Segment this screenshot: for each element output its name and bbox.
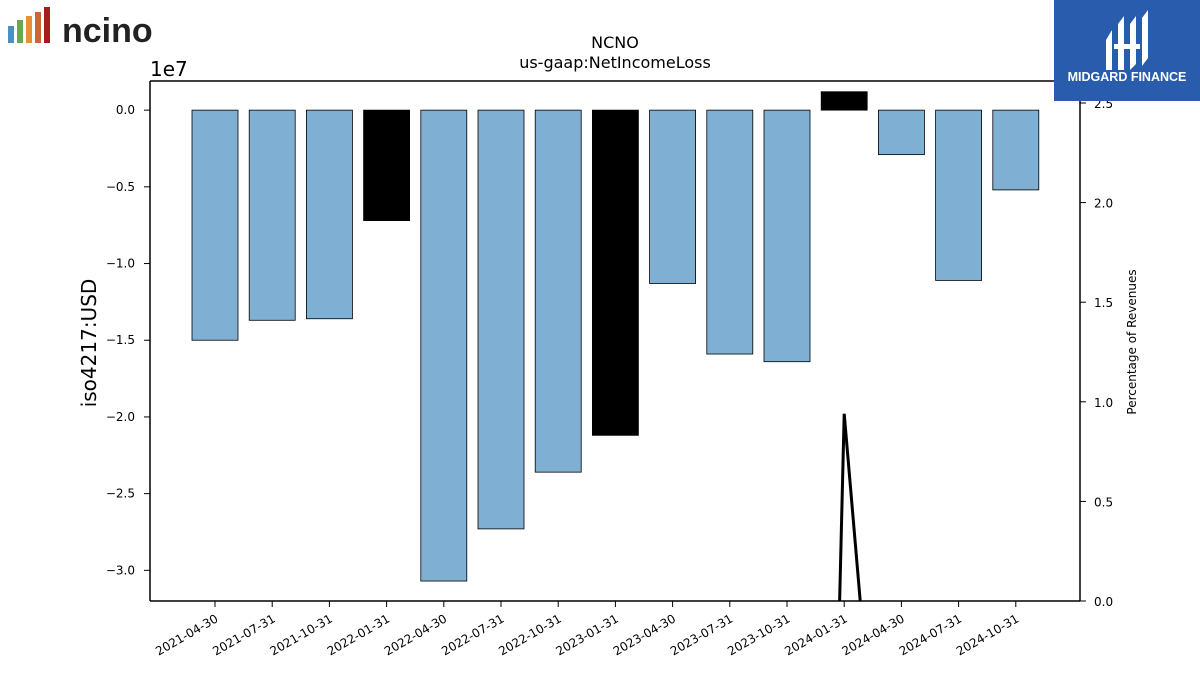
- x-tick-label: 2022-01-31: [325, 611, 392, 658]
- bar-2022-07-31: [477, 109, 525, 530]
- bar-2023-01-31: [592, 109, 639, 436]
- ncino-logo-bar: [8, 26, 14, 43]
- x-tick-label: 2021-10-31: [267, 611, 334, 658]
- y-tick-label: −1.5: [106, 333, 135, 347]
- y2-tick-label: 0.0: [1094, 595, 1113, 609]
- x-tick-label: 2024-04-30: [839, 611, 906, 658]
- x-ticks-group: 2021-04-302021-07-312021-10-312022-01-31…: [153, 601, 1021, 658]
- chart-subtitle: us-gaap:NetIncomeLoss: [519, 53, 711, 72]
- x-tick-label: 2023-10-31: [725, 611, 792, 658]
- chart-title: NCNO: [591, 33, 639, 52]
- y-tick-label: −1.0: [106, 257, 135, 271]
- y-tick-label: −2.5: [106, 487, 135, 501]
- x-tick-label: 2021-07-31: [210, 611, 277, 658]
- x-tick-label: 2023-04-30: [611, 611, 678, 658]
- y-ticks-group: 0.0 −0.5 −1.0 −1.5 −2.0 −2.5 −3.0: [106, 103, 150, 577]
- y2-tick-label: 1.0: [1094, 396, 1113, 410]
- bar-2022-04-30: [420, 109, 468, 582]
- ncino-logo-bar: [44, 7, 50, 43]
- bar-2024-01-31: [820, 91, 868, 111]
- bar-2021-10-31: [305, 109, 353, 320]
- y-axis-label: iso4217:USD: [77, 279, 101, 408]
- x-tick-label: 2024-10-31: [954, 611, 1021, 658]
- bar-2024-10-31: [992, 109, 1040, 191]
- ncino-logo: ncino: [8, 7, 153, 46]
- ncino-logo-bar: [35, 12, 41, 43]
- ncino-logo-text: ncino: [62, 12, 153, 46]
- y-tick-label: −0.5: [106, 180, 135, 194]
- bar-2024-07-31: [935, 109, 982, 281]
- bar-2022-01-31: [363, 109, 411, 221]
- ncino-logo-bar: [17, 20, 23, 43]
- ncino-logo-bar: [26, 16, 32, 43]
- bar-group: [191, 91, 1040, 582]
- bar-2023-10-31: [763, 109, 811, 363]
- y2-ticks-group: 0.00.51.01.52.02.5: [1080, 97, 1113, 609]
- y2-axis-label: Percentage of Revenues: [1125, 269, 1139, 414]
- axes-group: [149, 80, 1081, 602]
- bar-2021-04-30: [191, 109, 239, 341]
- x-tick-label: 2023-07-31: [668, 611, 735, 658]
- x-tick-label: 2021-04-30: [153, 611, 220, 658]
- y2-tick-label: 0.5: [1094, 495, 1113, 509]
- y2-tick-label: 1.5: [1094, 296, 1113, 310]
- x-tick-label: 2022-10-31: [496, 611, 563, 658]
- y-axis-offset-label: 1e7: [150, 57, 188, 81]
- x-tick-label: 2022-04-30: [382, 611, 449, 658]
- midgard-logo-text: MIDGARD FINANCE: [1068, 70, 1187, 84]
- line-group: [838, 413, 862, 602]
- x-tick-label: 2024-07-31: [897, 611, 964, 658]
- bar-2022-10-31: [534, 109, 582, 473]
- x-tick-label: 2024-01-31: [782, 611, 849, 658]
- percentage-line: [838, 413, 862, 602]
- y-tick-label: 0.0: [116, 103, 135, 117]
- y2-tick-label: 2.0: [1094, 197, 1113, 211]
- x-tick-label: 2022-07-31: [439, 611, 506, 658]
- x-tick-label: 2023-01-31: [553, 611, 620, 658]
- y-tick-label: −3.0: [106, 563, 135, 577]
- y-tick-label: −2.0: [106, 410, 135, 424]
- midgard-m-logo-icon: [1106, 10, 1148, 70]
- bar-2024-04-30: [878, 109, 925, 156]
- bar-2023-04-30: [649, 109, 696, 284]
- bar-2023-07-31: [706, 109, 754, 355]
- midgard-finance-logo: MIDGARD FINANCE: [1054, 0, 1200, 101]
- bar-2021-07-31: [248, 109, 296, 321]
